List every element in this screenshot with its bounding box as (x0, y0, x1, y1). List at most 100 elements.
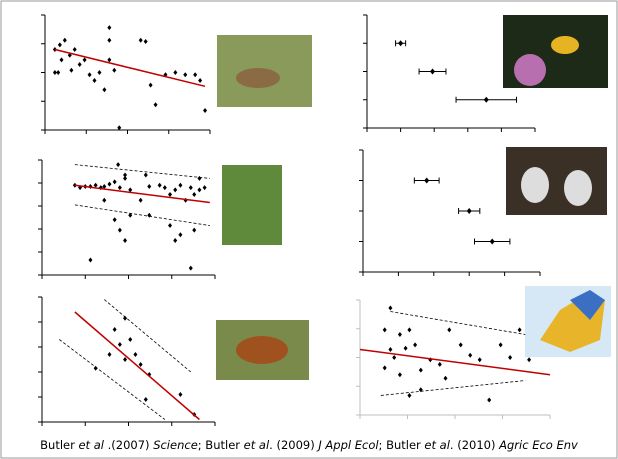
point (189, 266, 193, 271)
point (407, 327, 411, 332)
point (487, 398, 491, 403)
point (192, 228, 196, 233)
fit-line (75, 312, 200, 420)
point (518, 327, 522, 332)
caption-text: Butler (40, 438, 78, 452)
point (388, 306, 392, 311)
point (424, 178, 429, 184)
point (118, 185, 122, 190)
charts (0, 0, 618, 459)
point (392, 355, 396, 360)
point (128, 337, 132, 342)
point (112, 68, 116, 73)
point (69, 68, 73, 73)
photo-badgers (506, 147, 607, 215)
point (107, 57, 111, 62)
point (430, 69, 435, 75)
point (173, 70, 177, 75)
point (490, 239, 495, 245)
point (118, 228, 122, 233)
point (144, 397, 148, 402)
point (383, 365, 387, 370)
caption-text: ; Butler (379, 438, 425, 452)
point (407, 393, 411, 398)
point (53, 70, 57, 75)
point (147, 184, 151, 189)
point (438, 362, 442, 367)
point (73, 47, 77, 52)
caption-text: ; Butler (198, 438, 244, 452)
point (144, 172, 148, 177)
point (168, 192, 172, 197)
point (158, 183, 162, 188)
point (178, 183, 182, 188)
caption-italic: et al (244, 438, 269, 452)
point (107, 352, 111, 357)
point (508, 355, 512, 360)
point (484, 97, 489, 103)
point (107, 38, 111, 43)
point (173, 187, 177, 192)
point (154, 102, 158, 107)
photo-plant (222, 165, 282, 245)
point (383, 327, 387, 332)
point (139, 198, 143, 203)
point (139, 362, 143, 367)
point (193, 72, 197, 77)
point (189, 185, 193, 190)
caption-text: . (2010) (450, 438, 499, 452)
caption-italic: Agric Eco Env (499, 438, 578, 452)
photo-badger (521, 167, 549, 203)
photo-flower (514, 54, 546, 86)
bound-line (381, 381, 525, 396)
point (118, 342, 122, 347)
point (444, 376, 448, 381)
bound-line (75, 205, 210, 226)
photo-bee-shape (551, 36, 579, 54)
point (168, 223, 172, 228)
point (144, 39, 148, 44)
slide: Butler et al .(2007) Science; Butler et … (0, 0, 618, 459)
point (83, 57, 87, 62)
point (419, 368, 423, 373)
point (147, 213, 151, 218)
point (203, 108, 207, 113)
point (117, 125, 121, 130)
caption: Butler et al .(2007) Science; Butler et … (0, 438, 618, 452)
point (183, 72, 187, 77)
caption-text: .(2007) (104, 438, 153, 452)
point (123, 357, 127, 362)
point (123, 176, 127, 181)
point (478, 357, 482, 362)
point (178, 392, 182, 397)
point (123, 316, 127, 321)
point (197, 187, 201, 192)
caption-italic: Science (153, 438, 198, 452)
point (398, 332, 402, 337)
point (404, 346, 408, 351)
point (468, 353, 472, 358)
point (63, 38, 67, 43)
point (97, 70, 101, 75)
point (499, 342, 503, 347)
bound-line (75, 165, 210, 179)
point (398, 40, 403, 46)
point (107, 182, 111, 187)
point (388, 347, 392, 352)
caption-italic: et al (424, 438, 449, 452)
point (192, 192, 196, 197)
point (173, 238, 177, 243)
point (94, 366, 98, 371)
photo-bird-shape (236, 68, 280, 88)
fit-line (360, 349, 550, 374)
caption-italic: J Appl Ecol (318, 438, 378, 452)
point (133, 352, 137, 357)
point (102, 87, 106, 92)
point (203, 185, 207, 190)
bound-line (104, 300, 191, 373)
point (113, 217, 117, 222)
point (527, 357, 531, 362)
photo-butterfly-shape (236, 336, 288, 364)
point (107, 25, 111, 30)
bound-line (390, 312, 525, 335)
